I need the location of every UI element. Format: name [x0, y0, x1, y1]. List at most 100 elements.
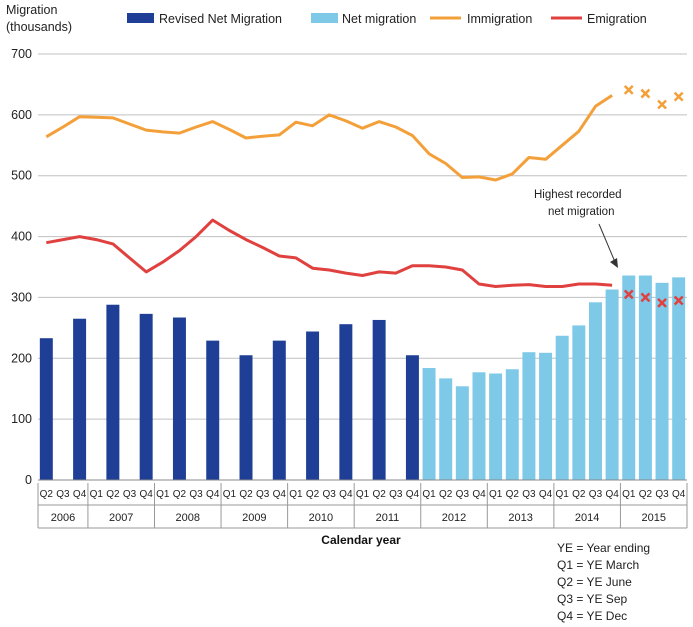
y-tick-label-200: 200: [11, 351, 32, 365]
quarter-label-17: Q3: [323, 489, 337, 500]
bar-net-28: [505, 369, 519, 480]
bar-revised-20: [372, 319, 386, 480]
quarter-label-9: Q3: [189, 489, 203, 500]
quarter-label-23: Q1: [422, 489, 436, 500]
quarter-label-37: Q3: [655, 489, 669, 500]
y-tick-label-0: 0: [25, 473, 32, 487]
year-label-2010: 2010: [309, 512, 333, 524]
bar-net-33: [588, 302, 602, 480]
quarter-label-27: Q1: [489, 489, 503, 500]
year-label-2008: 2008: [176, 512, 200, 524]
bar-net-23: [422, 368, 436, 480]
bar-revised-14: [272, 340, 286, 480]
bar-net-32: [572, 325, 586, 480]
year-label-2011: 2011: [376, 512, 400, 524]
annotation-line1: Highest recorded: [534, 189, 622, 201]
y-axis-title-line2: (thousands): [6, 20, 72, 34]
bar-revised-8: [172, 317, 186, 480]
quarter-label-15: Q1: [289, 489, 303, 500]
note-0: YE = Year ending: [557, 541, 650, 555]
quarter-label-31: Q1: [556, 489, 570, 500]
bar-revised-12: [239, 355, 253, 480]
annotation-arrowhead: [610, 258, 618, 268]
bar-net-26: [472, 372, 486, 480]
x-axis-title: Calendar year: [321, 533, 401, 547]
quarter-label-12: Q2: [239, 489, 253, 500]
quarter-label-33: Q3: [589, 489, 603, 500]
quarter-label-26: Q4: [472, 489, 486, 500]
bar-revised-0: [39, 338, 53, 480]
emigration-line: [46, 218, 613, 288]
year-label-2007: 2007: [109, 512, 133, 524]
legend-swatch-revised: [127, 13, 154, 23]
legend-swatch-net: [311, 13, 338, 23]
bar-net-36: [638, 275, 652, 480]
lines: [45, 85, 684, 308]
legend-label-revised: Revised Net Migration: [159, 12, 282, 26]
bar-revised-16: [306, 331, 320, 480]
emigration-cross-38: [673, 295, 684, 306]
quarter-label-32: Q2: [572, 489, 586, 500]
bar-revised-18: [339, 324, 353, 480]
year-label-2009: 2009: [242, 512, 266, 524]
quarter-label-13: Q3: [256, 489, 270, 500]
note-1: Q1 = YE March: [557, 558, 639, 572]
bar-net-29: [522, 352, 536, 480]
quarter-label-34: Q4: [605, 489, 619, 500]
immigration-cross-37: [657, 99, 667, 110]
annotation-line2: net migration: [548, 206, 614, 218]
year-label-2015: 2015: [641, 512, 665, 524]
bar-net-27: [489, 373, 503, 480]
quarter-label-11: Q1: [223, 489, 237, 500]
bar-revised-6: [139, 313, 153, 480]
emigration-cross-36: [640, 292, 651, 303]
emigration-cross-37: [657, 298, 667, 308]
quarter-label-22: Q4: [406, 489, 420, 500]
note-3: Q3 = YE Sep: [557, 592, 627, 606]
quarter-label-28: Q2: [506, 489, 520, 500]
bar-net-24: [439, 378, 453, 480]
bar-net-30: [539, 352, 553, 480]
quarter-label-36: Q2: [639, 489, 653, 500]
immigration-cross-36: [640, 88, 651, 99]
quarter-label-2: Q4: [73, 489, 87, 500]
y-tick-label-700: 700: [11, 47, 32, 61]
bar-revised-2: [73, 318, 87, 480]
bars: [39, 275, 686, 480]
year-label-2006: 2006: [51, 512, 75, 524]
y-tick-label-600: 600: [11, 108, 32, 122]
quarter-label-29: Q3: [522, 489, 536, 500]
quarter-label-30: Q4: [539, 489, 553, 500]
bar-net-38: [672, 277, 686, 480]
legend-label-net: Net migration: [342, 12, 416, 26]
quarter-label-0: Q2: [40, 489, 54, 500]
quarter-label-18: Q4: [339, 489, 353, 500]
quarter-label-25: Q3: [456, 489, 470, 500]
quarter-label-5: Q3: [123, 489, 137, 500]
immigration-cross-38: [673, 91, 684, 102]
quarter-label-8: Q2: [173, 489, 187, 500]
emigration-cross-35: [623, 289, 634, 300]
note-4: Q4 = YE Dec: [557, 609, 627, 623]
legend-label-immigration: Immigration: [467, 12, 532, 26]
quarter-label-14: Q4: [273, 489, 287, 500]
quarter-label-20: Q2: [372, 489, 386, 500]
legend-label-emigration: Emigration: [587, 12, 647, 26]
year-label-2012: 2012: [442, 512, 466, 524]
quarter-label-38: Q4: [672, 489, 686, 500]
quarter-label-10: Q4: [206, 489, 220, 500]
bar-net-25: [455, 386, 469, 480]
y-tick-label-100: 100: [11, 412, 32, 426]
bar-net-31: [555, 335, 569, 480]
quarter-label-24: Q2: [439, 489, 453, 500]
y-tick-label-400: 400: [11, 230, 32, 244]
bar-revised-22: [405, 355, 419, 480]
year-label-2014: 2014: [575, 512, 599, 524]
bar-net-34: [605, 289, 619, 480]
immigration-line: [45, 94, 613, 182]
immigration-cross-35: [623, 85, 634, 95]
quarter-label-6: Q4: [139, 489, 153, 500]
annotation-arrow: [598, 223, 616, 263]
